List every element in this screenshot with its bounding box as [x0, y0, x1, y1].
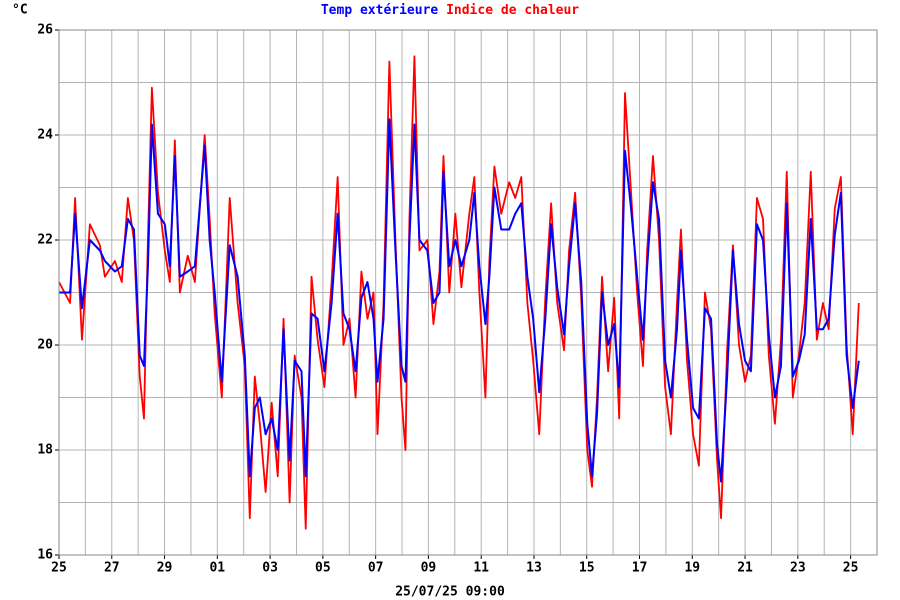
x-tick-label: 27 [104, 561, 120, 576]
series-line [59, 118, 860, 483]
x-tick-label: 21 [737, 561, 753, 576]
y-tick-label: 16 [37, 548, 53, 563]
x-tick-label: 11 [473, 561, 489, 576]
x-axis-label: 25/07/25 09:00 [395, 585, 505, 600]
y-tick-label: 26 [37, 23, 53, 38]
grid [55, 29, 877, 559]
x-tick-label: 03 [262, 561, 278, 576]
y-tick-label: 24 [37, 128, 53, 143]
y-tick-label: 22 [37, 233, 53, 248]
x-tick-label: 19 [684, 561, 700, 576]
x-tick-label: 29 [157, 561, 173, 576]
x-tick-label: 01 [209, 561, 225, 576]
legend-entry: Indice de chaleur [446, 3, 579, 18]
legend-entry: Temp extérieure [321, 3, 439, 18]
x-tick-label: 17 [632, 561, 648, 576]
x-tick-label: 13 [526, 561, 542, 576]
x-tick-label: 07 [368, 561, 384, 576]
x-tick-label: 15 [579, 561, 595, 576]
x-tick-label: 09 [421, 561, 437, 576]
unit-label: °C [12, 3, 28, 18]
x-tick-label: 23 [790, 561, 806, 576]
y-tick-label: 20 [37, 338, 53, 353]
x-tick-label: 05 [315, 561, 331, 576]
plot-frame [58, 29, 878, 556]
y-tick-label: 18 [37, 443, 53, 458]
legend-title: Temp extérieure Indice de chaleur [321, 3, 579, 18]
x-tick-label: 25 [51, 561, 67, 576]
lines [58, 55, 860, 530]
x-tick-label: 25 [843, 561, 859, 576]
